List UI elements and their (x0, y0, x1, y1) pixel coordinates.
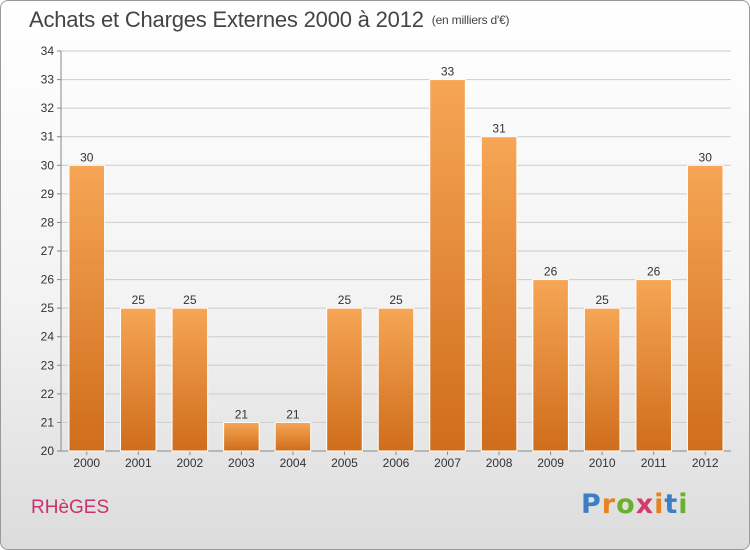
y-tick-label: 24 (41, 330, 55, 344)
data-label-2002: 25 (183, 293, 197, 307)
bar-2002 (171, 307, 209, 452)
data-label-2004: 21 (286, 407, 300, 421)
bars (68, 79, 724, 452)
y-tick-label: 21 (41, 415, 55, 429)
x-tick-label-2012: 2012 (692, 456, 719, 470)
bar-2006 (377, 307, 415, 452)
y-tick-label: 29 (41, 187, 55, 201)
y-tick-label: 30 (41, 158, 55, 172)
chart-title: Achats et Charges Externes 2000 à 2012 (e… (29, 7, 510, 33)
data-label-2009: 26 (544, 265, 558, 279)
x-tick-label-2011: 2011 (641, 456, 667, 470)
bar-2005 (326, 307, 363, 452)
x-tick-label-2004: 2004 (280, 456, 307, 470)
data-label-2010: 25 (595, 293, 609, 307)
x-tick-label-2007: 2007 (434, 456, 461, 470)
x-tick-label-2006: 2006 (383, 456, 410, 470)
y-tick-label: 20 (41, 444, 55, 458)
data-label-2011: 26 (647, 265, 661, 279)
x-tick-label-2009: 2009 (537, 456, 564, 470)
logo-letter: x (635, 489, 655, 520)
bar-2004 (274, 421, 312, 452)
chart-unit: (en milliers d'€) (431, 13, 510, 27)
x-tick-label-2000: 2000 (73, 456, 100, 470)
bar-2011 (635, 279, 672, 452)
y-tick-labels: 20 21 22 23 24 25 26 27 28 29 30 31 32 33 34 (41, 44, 55, 458)
bar-2003 (223, 421, 260, 452)
data-label-2000: 30 (80, 150, 94, 164)
bar-2000 (68, 164, 106, 452)
x-tick-labels: 2000 2001 2002 2003 2004 2005 2006 2007 2008 2009… (73, 456, 718, 470)
data-label-2005: 25 (338, 293, 352, 307)
y-tick-label: 26 (41, 273, 55, 287)
logo-letter: P (581, 489, 602, 520)
y-tick-label: 33 (41, 73, 55, 87)
logo-letter: i (654, 489, 665, 520)
y-tick-label: 25 (41, 301, 55, 315)
y-tick-label: 32 (41, 101, 55, 115)
data-labels: 30 25 25 21 21 25 25 33 31 26 25 26 30 (80, 65, 712, 422)
bar-2009 (532, 279, 569, 452)
data-label-2006: 25 (389, 293, 403, 307)
place-name: RHèGES (31, 497, 110, 518)
bar-2007 (429, 79, 466, 452)
bar-2012 (686, 164, 724, 452)
data-label-2008: 31 (492, 122, 506, 136)
y-tick-label: 27 (41, 244, 55, 258)
data-label-2003: 21 (235, 407, 249, 421)
y-tick-label: 31 (41, 130, 55, 144)
y-tick-label: 23 (41, 358, 55, 372)
x-tick-label-2003: 2003 (228, 456, 255, 470)
logo-letter: r (601, 489, 617, 520)
data-label-2007: 33 (441, 65, 455, 79)
x-tick-label-2010: 2010 (589, 456, 616, 470)
data-label-2001: 25 (132, 293, 146, 307)
x-tick-label-2001: 2001 (125, 456, 152, 470)
y-tick-label: 28 (41, 215, 55, 229)
y-tick-label: 22 (41, 387, 55, 401)
bar-2001 (120, 307, 157, 452)
logo-letter: o (616, 489, 636, 520)
x-tick-label-2008: 2008 (486, 456, 513, 470)
x-tick-label-2002: 2002 (176, 456, 203, 470)
data-label-2012: 30 (699, 150, 713, 164)
logo-letter: i (678, 489, 689, 520)
y-tick-label: 34 (41, 44, 55, 58)
bar-2008 (480, 136, 518, 452)
logo-letter: t (664, 489, 679, 520)
proxiti-logo[interactable]: Proxiti (581, 489, 689, 520)
bar-2010 (583, 307, 621, 452)
x-tick-label-2005: 2005 (331, 456, 358, 470)
chart-title-text: Achats et Charges Externes 2000 à 2012 (29, 7, 424, 32)
